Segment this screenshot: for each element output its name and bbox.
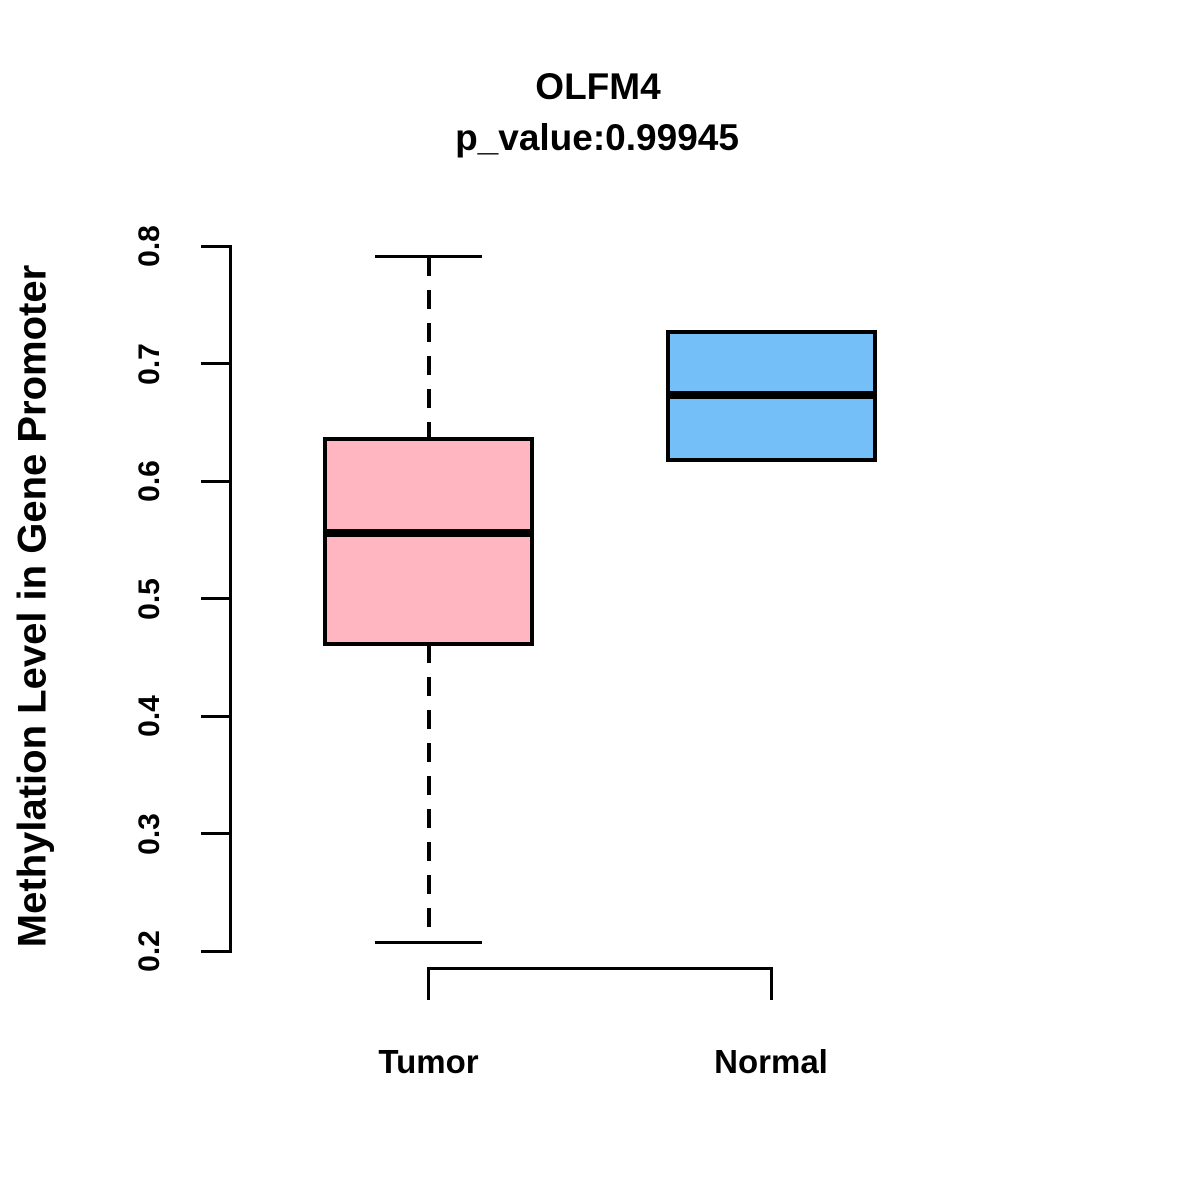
- y-axis-tick: [201, 949, 230, 953]
- x-axis-line: [427, 966, 773, 970]
- y-axis-tick: [201, 362, 230, 365]
- y-axis-label: Methylation Level in Gene Promoter: [10, 264, 55, 948]
- y-tick-label: 0.2: [133, 930, 166, 972]
- y-axis-tick: [201, 244, 230, 248]
- tumor-lower-staple: [375, 941, 482, 945]
- chart-subtitle: p_value:0.99945: [455, 117, 739, 158]
- x-category-label-tumor: Tumor: [378, 1043, 479, 1080]
- y-tick-label: 0.5: [133, 577, 166, 620]
- chart-title: OLFM4: [535, 66, 661, 107]
- y-tick-label: 0.7: [133, 342, 166, 385]
- x-category-label-normal: Normal: [714, 1043, 828, 1080]
- tumor-median-line: [325, 528, 532, 537]
- y-tick-label: 0.6: [133, 460, 166, 502]
- tumor-lower-whisker: [426, 644, 431, 943]
- y-tick-label: 0.4: [133, 695, 166, 737]
- x-axis-tick: [427, 966, 430, 1000]
- normal-median-line: [667, 391, 875, 400]
- y-tick-label: 0.3: [133, 812, 166, 855]
- tumor-upper-staple: [375, 255, 482, 259]
- y-axis-tick: [201, 479, 230, 483]
- y-axis-line: [228, 244, 232, 953]
- tumor-box: [323, 436, 534, 647]
- tumor-upper-whisker: [426, 256, 431, 439]
- y-tick-label: 0.8: [133, 225, 166, 267]
- y-axis-tick: [201, 832, 230, 835]
- x-axis-tick: [769, 966, 773, 1000]
- y-axis-tick: [201, 597, 230, 600]
- y-axis-tick: [201, 714, 230, 718]
